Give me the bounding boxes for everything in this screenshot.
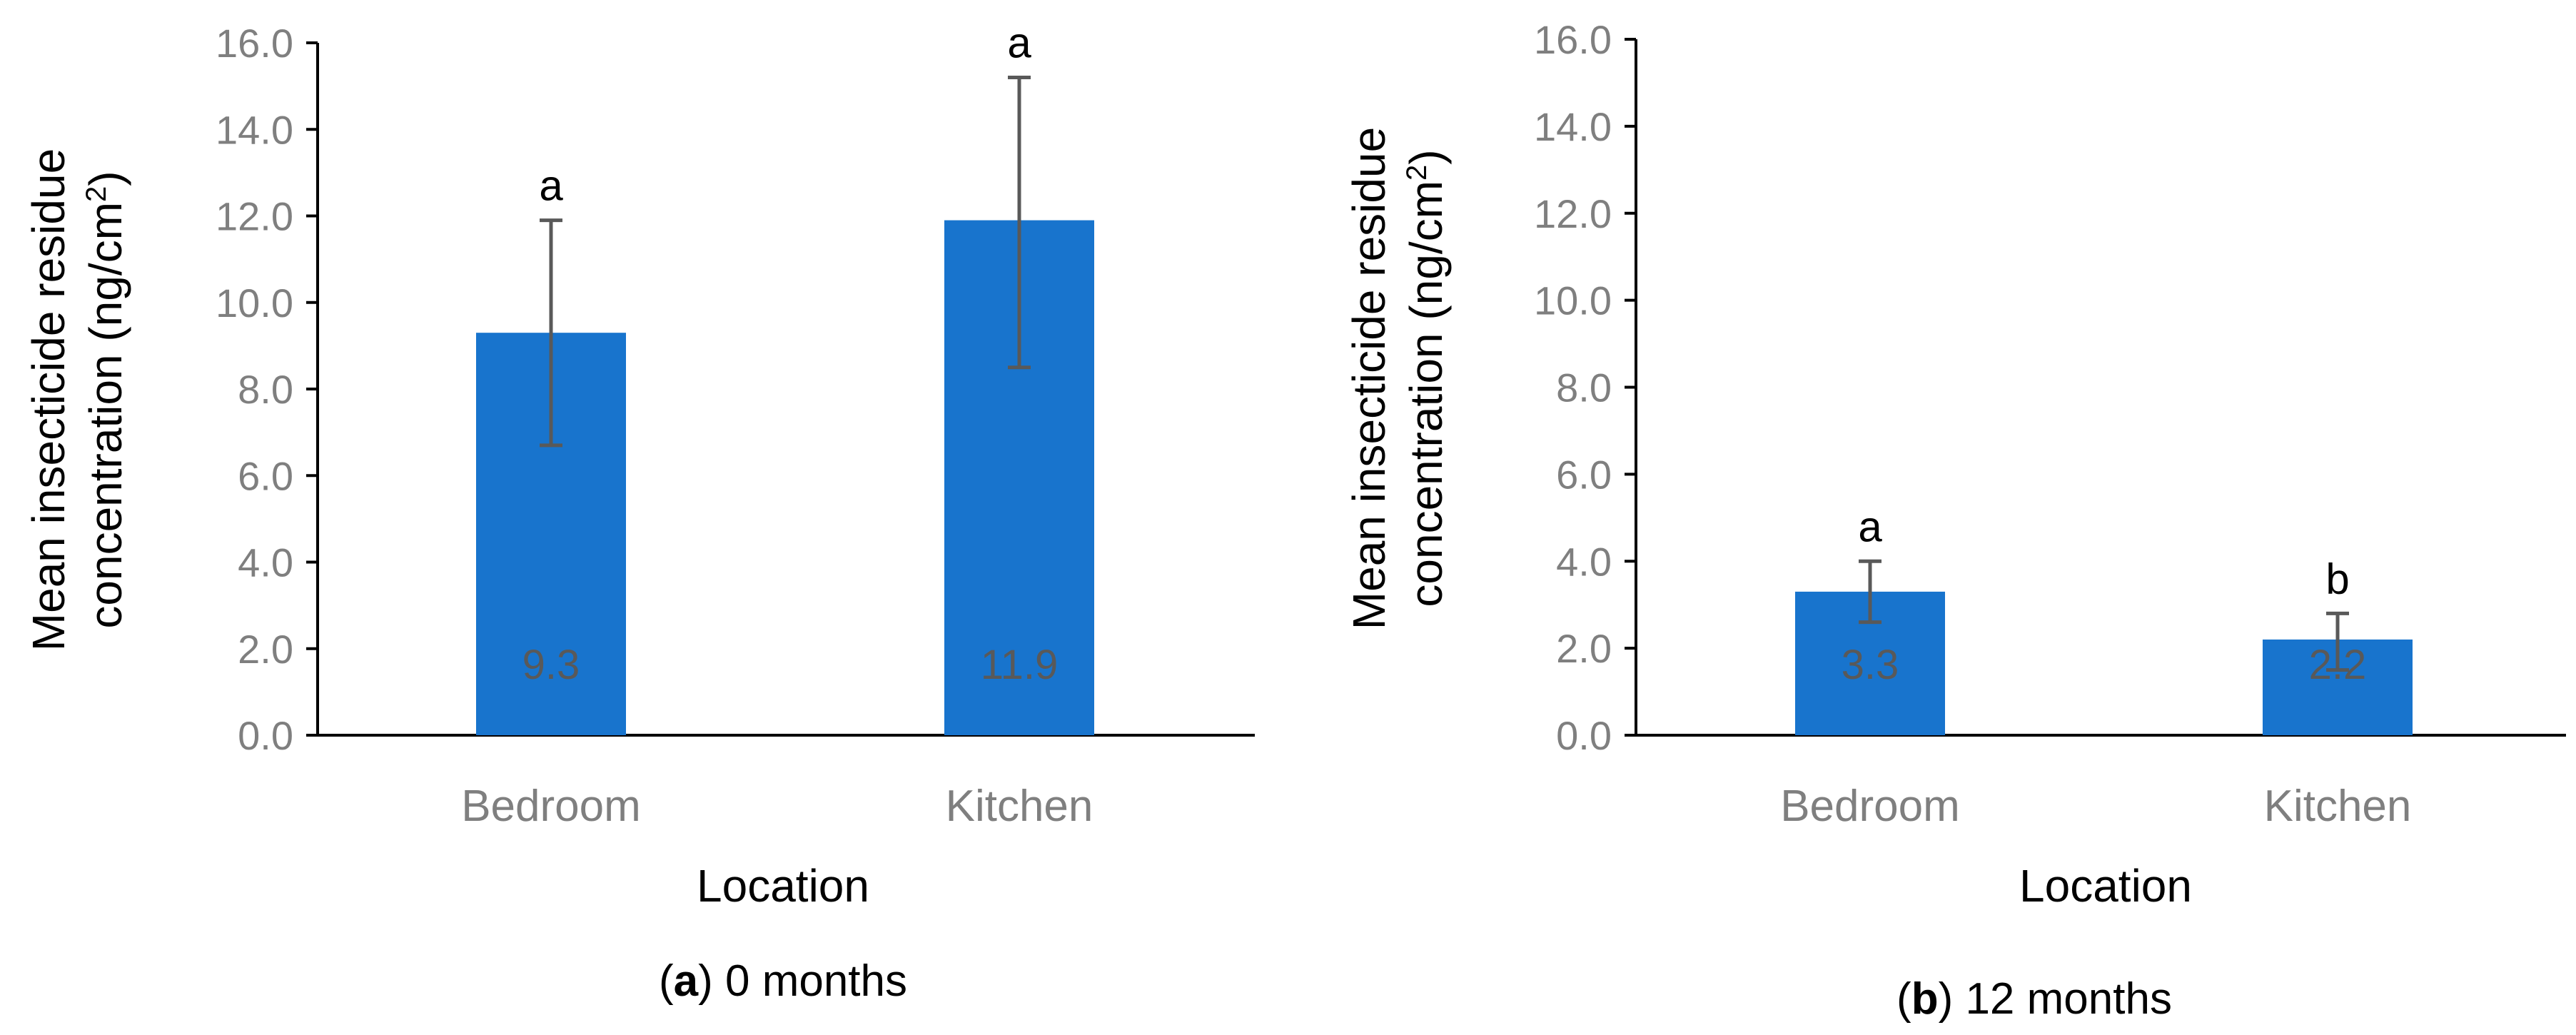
y-tick-label-a-7: 14.0 bbox=[216, 107, 293, 152]
panel-a: 0.0 2.0 4.0 6.0 8.0 10.0 12.0 14.0 16.0 a 9.3 Bedro… bbox=[23, 19, 1255, 1006]
y-tick-label-b-1: 2.0 bbox=[1556, 626, 1612, 671]
y-tick-label-a-6: 12.0 bbox=[216, 194, 293, 239]
y-axis-title-main-b: concentration (ng/cm bbox=[1400, 181, 1452, 607]
y-axis-title-line2-a: concentration (ng/cm2) bbox=[80, 171, 131, 628]
caption-letter-a: a bbox=[674, 956, 699, 1006]
y-tick-label-a-0: 0.0 bbox=[238, 713, 293, 758]
y-tick-label-b-8: 16.0 bbox=[1534, 17, 1612, 62]
data-label-a-kitchen: 11.9 bbox=[981, 642, 1059, 688]
data-label-b-bedroom: 3.3 bbox=[1842, 642, 1899, 688]
x-axis-title-b: Location bbox=[2019, 860, 2192, 912]
caption-text-b: 12 months bbox=[1953, 974, 2172, 1024]
caption-a: (a) 0 months bbox=[659, 956, 907, 1006]
data-label-b-kitchen: 2.2 bbox=[2309, 642, 2367, 688]
significance-letter-b-bedroom: a bbox=[1858, 503, 1882, 550]
plot-area-b: 0.0 2.0 4.0 6.0 8.0 10.0 12.0 14.0 16.0 a 3.3 Bedro… bbox=[1534, 17, 2566, 831]
y-tick-label-a-2: 4.0 bbox=[238, 540, 293, 585]
data-label-a-bedroom: 9.3 bbox=[522, 642, 580, 688]
y-tick-label-a-1: 2.0 bbox=[238, 627, 293, 672]
significance-letter-a-bedroom: a bbox=[539, 162, 563, 210]
y-axis-title-line1-a: Mean insecticide residue bbox=[23, 148, 74, 651]
y-tick-label-b-7: 14.0 bbox=[1534, 104, 1612, 149]
y-tick-label-b-6: 12.0 bbox=[1534, 191, 1612, 236]
y-tick-label-b-3: 6.0 bbox=[1556, 452, 1612, 497]
x-tick-label-a-kitchen: Kitchen bbox=[946, 782, 1093, 831]
y-tick-label-b-5: 10.0 bbox=[1534, 278, 1612, 323]
y-axis-title-line2-b: concentration (ng/cm2) bbox=[1400, 149, 1452, 607]
panel-b: 0.0 2.0 4.0 6.0 8.0 10.0 12.0 14.0 16.0 a 3.3 Bedro… bbox=[1343, 17, 2566, 1024]
y-tick-label-a-3: 6.0 bbox=[238, 453, 293, 498]
y-axis-title-close-b: ) bbox=[1400, 149, 1452, 164]
significance-letter-a-kitchen: a bbox=[1007, 19, 1031, 67]
y-tick-label-b-2: 4.0 bbox=[1556, 539, 1612, 584]
y-tick-label-a-4: 8.0 bbox=[238, 367, 293, 412]
caption-letter-b: b bbox=[1911, 974, 1939, 1024]
y-tick-label-a-5: 10.0 bbox=[216, 281, 293, 325]
y-axis-title-line1-b: Mean insecticide residue bbox=[1343, 127, 1395, 630]
x-tick-label-a-bedroom: Bedroom bbox=[461, 782, 641, 831]
y-axis-title-close-a: ) bbox=[80, 171, 131, 186]
caption-text-a: 0 months bbox=[713, 956, 907, 1006]
y-axis-title-sup-b: 2 bbox=[1401, 165, 1433, 181]
x-tick-label-b-bedroom: Bedroom bbox=[1780, 782, 1960, 831]
y-axis-title-sup-a: 2 bbox=[81, 186, 112, 202]
y-tick-label-b-4: 8.0 bbox=[1556, 365, 1612, 410]
y-tick-label-b-0: 0.0 bbox=[1556, 713, 1612, 758]
significance-letter-b-kitchen: b bbox=[2325, 555, 2349, 602]
plot-area-a: 0.0 2.0 4.0 6.0 8.0 10.0 12.0 14.0 16.0 a 9.3 Bedro… bbox=[216, 19, 1255, 831]
x-axis-title-a: Location bbox=[697, 860, 869, 912]
x-tick-label-b-kitchen: Kitchen bbox=[2264, 782, 2412, 831]
caption-b: (b) 12 months bbox=[1896, 974, 2172, 1024]
y-axis-title-main-a: concentration (ng/cm bbox=[80, 202, 131, 629]
y-tick-label-a-8: 16.0 bbox=[216, 21, 293, 66]
